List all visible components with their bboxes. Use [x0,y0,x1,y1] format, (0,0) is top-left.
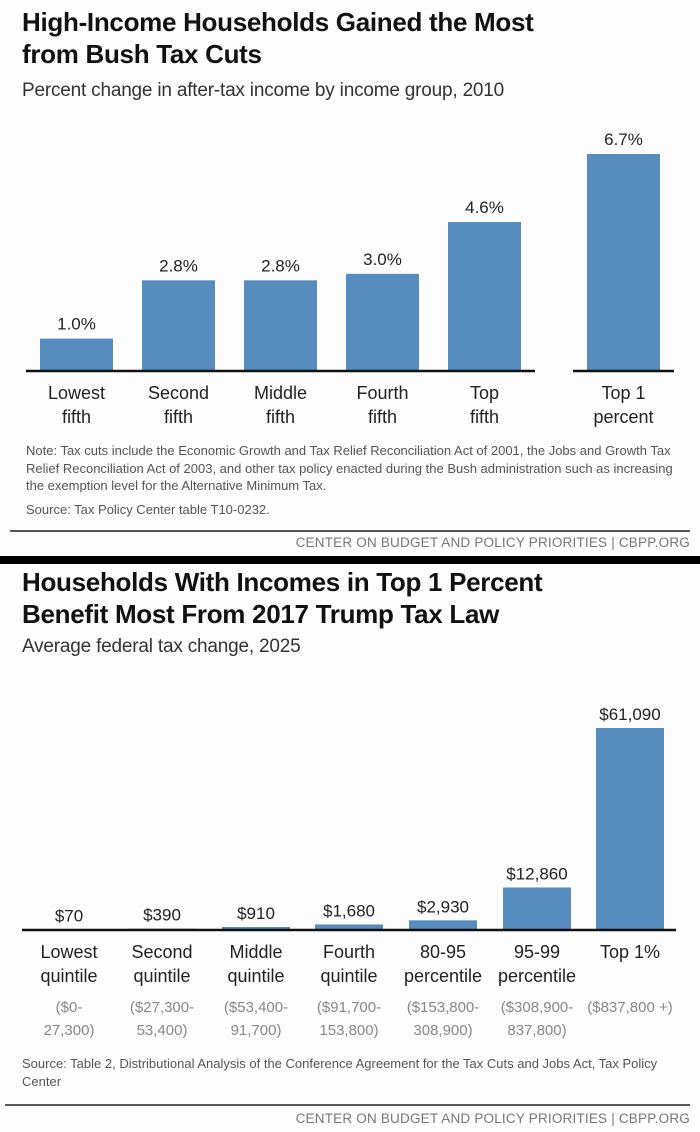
data-label: 4.6% [465,198,504,217]
footer-credit: CENTER ON BUDGET AND POLICY PRIORITIES |… [295,1111,690,1126]
income-range-label: 53,400) [137,1022,188,1039]
bar-5 [587,154,660,371]
bar-0 [40,338,113,371]
data-label: $12,860 [506,864,567,883]
footer-divider [10,530,690,532]
category-label: Second [131,942,192,962]
category-label: Fourth [356,383,408,403]
chart-note: Note: Tax cuts include the Economic Grow… [26,443,673,493]
chart-title-line: High-Income Households Gained the Most [22,7,534,37]
chart-source: Source: Table 2, Distributional Analysis… [22,1056,658,1089]
chart-title-line: from Bush Tax Cuts [22,39,262,69]
category-label: percentile [404,966,482,986]
category-label: percentile [498,966,576,986]
data-label: 3.0% [363,250,402,269]
chart-subtitle: Percent change in after-tax income by in… [22,80,505,101]
bar-4 [448,222,521,371]
category-label: quintile [133,966,190,986]
bar-1 [142,280,215,371]
category-label: quintile [320,966,377,986]
category-label: Lowest [40,942,97,962]
bar-3 [346,273,419,371]
bar-4 [409,920,477,930]
income-range-label: ($153,800- [407,999,480,1016]
category-label: 95-99 [514,942,560,962]
category-label: fifth [470,407,499,427]
category-label: fifth [368,407,397,427]
chart-title-line: Benefit Most From 2017 Trump Tax Law [22,599,500,629]
category-label: quintile [40,966,97,986]
bar-chart-trump: $70 Lowest quintile ($0- 27,300) $390 Second qu… [22,705,676,1039]
data-label: 2.8% [261,256,300,275]
data-label: 2.8% [159,256,198,275]
income-range-label: 308,900) [413,1022,472,1039]
category-label: Second [148,383,209,403]
category-label: quintile [227,966,284,986]
bar-3 [315,924,383,930]
chart-title: Households With Incomes in Top 1 Percent… [22,566,543,630]
footer-divider [5,1104,690,1106]
category-label: Middle [229,942,282,962]
data-label: $1,680 [323,901,375,920]
bar-6 [596,728,664,930]
data-label: 1.0% [57,315,96,334]
chart-source: Source: Tax Policy Center table T10-0232… [26,502,270,517]
income-range-label: ($53,400- [224,999,288,1016]
income-range-label: 91,700) [231,1022,282,1039]
category-label: Top [470,383,499,403]
category-label: fifth [62,407,91,427]
category-label: Lowest [48,383,105,403]
bar-chart-bush: 1.0% Lowest fifth 2.8% Second fifth 2.8% Middle… [26,130,674,427]
panel-separator [0,556,700,564]
data-label: $2,930 [417,897,469,916]
bar-2 [244,280,317,371]
category-label: 80-95 [420,942,466,962]
income-range-label: 153,800) [319,1022,378,1039]
data-label: $61,090 [599,705,660,724]
bar-5 [503,887,571,930]
category-label: Top 1 [601,383,645,403]
chart-panel-trump-tax-law: Households With Incomes in Top 1 Percent… [0,564,700,1132]
chart-subtitle: Average federal tax change, 2025 [22,636,301,657]
income-range-label: ($308,900- [501,999,574,1016]
category-label: percent [593,407,653,427]
bar-2 [222,926,290,930]
income-range-label: ($837,800 +) [587,999,672,1016]
category-label: fifth [164,407,193,427]
chart-title: High-Income Households Gained the Most f… [22,6,534,70]
income-range-label: ($91,700- [317,999,381,1016]
income-range-label: 27,300) [44,1022,95,1039]
category-label: Middle [254,383,307,403]
income-range-label: 837,800) [507,1022,566,1039]
category-label: Fourth [323,942,375,962]
category-label: Top 1% [600,942,660,962]
chart-title-line: Households With Incomes in Top 1 Percent [22,567,543,597]
footer-credit: CENTER ON BUDGET AND POLICY PRIORITIES |… [295,535,690,550]
category-label: fifth [266,407,295,427]
data-label: $910 [237,904,275,923]
income-range-label: ($27,300- [130,999,194,1016]
chart-panel-bush-tax-cuts: High-Income Households Gained the Most f… [0,0,700,556]
income-range-label: ($0- [56,999,83,1016]
data-label: $70 [55,907,83,926]
data-label: 6.7% [604,130,643,149]
data-label: $390 [143,906,181,925]
